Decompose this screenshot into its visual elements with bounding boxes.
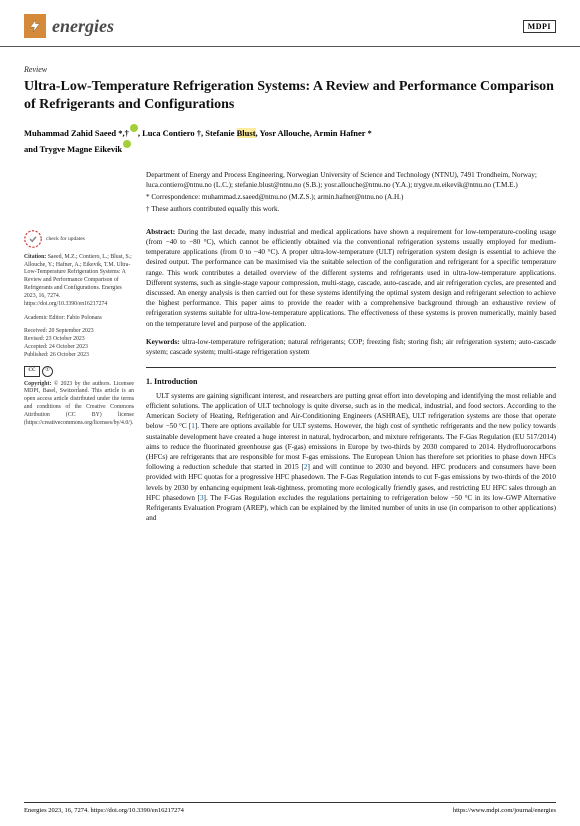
author-text: Muhammad Zahid Saeed *,† <box>24 128 129 138</box>
citation-label: Citation: <box>24 254 46 260</box>
page-footer: Energies 2023, 16, 7274. https://doi.org… <box>24 802 556 814</box>
author-highlighted: Blust <box>237 128 256 138</box>
lightning-icon <box>24 14 46 38</box>
academic-editor: Academic Editor: Fabio Polonara <box>24 315 134 323</box>
abstract: Abstract: During the last decade, many i… <box>146 227 556 329</box>
keywords-text: ultra-low-temperature refrigeration; nat… <box>146 338 556 356</box>
dates-block: Received: 20 September 2023 Revised: 23 … <box>24 328 134 359</box>
journal-name: energies <box>52 16 114 37</box>
abstract-label: Abstract: <box>146 228 175 236</box>
article-title: Ultra-Low-Temperature Refrigeration Syst… <box>24 78 556 114</box>
keywords: Keywords: ultra-low-temperature refriger… <box>146 337 556 357</box>
author-text: , Yosr Allouche, Armin Hafner * <box>256 128 372 138</box>
footer-citation: Energies 2023, 16, 7274. https://doi.org… <box>24 807 184 814</box>
copyright-label: Copyright: <box>24 381 51 387</box>
sidebar-column: check for updates Citation: Saeed, M.Z.;… <box>24 170 134 524</box>
publisher-badge: MDPI <box>523 20 556 33</box>
by-icon: ① <box>42 366 53 377</box>
copyright-block: Copyright: © 2023 by the authors. Licens… <box>24 381 134 428</box>
affiliation: Department of Energy and Process Enginee… <box>146 170 556 190</box>
check-updates-label: check for updates <box>46 236 85 242</box>
accepted-date: Accepted: 24 October 2023 <box>24 344 134 352</box>
cc-license-badge: CC ① <box>24 366 134 377</box>
citation-block: Citation: Saeed, M.Z.; Contiero, L.; Blu… <box>24 254 134 309</box>
abstract-text: During the last decade, many industrial … <box>146 228 556 328</box>
keywords-label: Keywords: <box>146 338 180 346</box>
received-date: Received: 20 September 2023 <box>24 328 134 336</box>
author-text: and Trygve Magne Eikevik <box>24 144 122 154</box>
journal-header: energies MDPI <box>0 0 580 47</box>
check-updates-icon <box>24 230 42 248</box>
main-column: Department of Energy and Process Enginee… <box>146 170 556 524</box>
journal-brand: energies <box>24 14 114 38</box>
correspondence: * Correspondence: muhammad.z.saeed@ntnu.… <box>146 192 556 202</box>
copyright-text: © 2023 by the authors. Licensee MDPI, Ba… <box>24 381 134 426</box>
contribution-note: † These authors contributed equally this… <box>146 204 556 214</box>
revised-date: Revised: 23 October 2023 <box>24 336 134 344</box>
cc-icon: CC <box>24 366 40 377</box>
introduction-text: ULT systems are gaining significant inte… <box>146 391 556 524</box>
orcid-icon <box>123 140 131 148</box>
orcid-icon <box>130 124 138 132</box>
section-divider <box>146 367 556 368</box>
author-text: , Luca Contiero †, Stefanie <box>138 128 237 138</box>
citation-text: Saeed, M.Z.; Contiero, L.; Blust, S.; Al… <box>24 254 132 307</box>
section-heading: 1. Introduction <box>146 376 556 387</box>
authors: Muhammad Zahid Saeed *,† , Luca Contiero … <box>24 124 556 155</box>
footer-url[interactable]: https://www.mdpi.com/journal/energies <box>453 807 556 814</box>
check-updates[interactable]: check for updates <box>24 230 134 248</box>
article-type: Review <box>24 65 556 74</box>
published-date: Published: 26 October 2023 <box>24 352 134 360</box>
